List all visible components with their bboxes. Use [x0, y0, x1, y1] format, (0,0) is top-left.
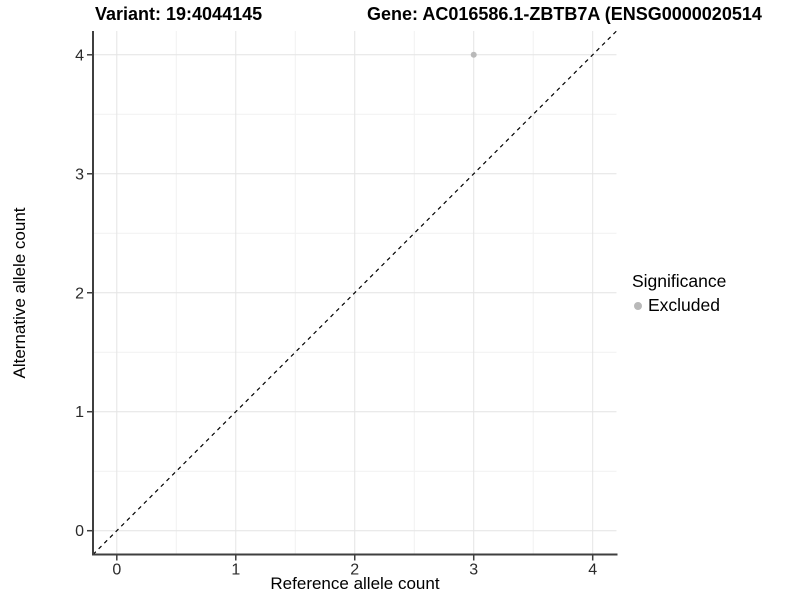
x-tick-label: 0 [112, 562, 121, 579]
x-tick-label: 4 [588, 562, 597, 579]
legend: Significance Excluded [632, 271, 726, 316]
axis-ticks [87, 54, 594, 561]
identity-dashed-line [92, 30, 617, 555]
data-points [470, 51, 477, 58]
legend-item-excluded: Excluded [632, 295, 726, 316]
gene-title: Gene: AC016586.1-ZBTB7A (ENSG0000020514 [367, 4, 762, 24]
x-tick-label: 1 [231, 562, 240, 579]
plot-title-row: Variant: 19:4044145 Gene: AC016586.1-ZBT… [0, 4, 800, 26]
axis-tick-labels: 0 1 2 3 4 0 1 2 3 4 [75, 47, 597, 578]
x-axis-title: Reference allele count [270, 574, 440, 593]
y-tick-label: 4 [75, 47, 84, 64]
x-tick-label: 3 [469, 562, 478, 579]
y-tick-label: 0 [75, 523, 84, 540]
legend-item-label: Excluded [648, 295, 720, 315]
y-tick-label: 3 [75, 166, 84, 183]
y-tick-label: 2 [75, 285, 84, 302]
y-axis-title: Alternative allele count [10, 207, 29, 379]
data-point [470, 51, 477, 58]
x-tick-label: 2 [350, 562, 359, 579]
y-tick-label: 1 [75, 404, 84, 421]
variant-title: Variant: 19:4044145 [95, 4, 263, 24]
legend-title: Significance [632, 271, 727, 291]
excluded-point-icon [634, 301, 642, 310]
